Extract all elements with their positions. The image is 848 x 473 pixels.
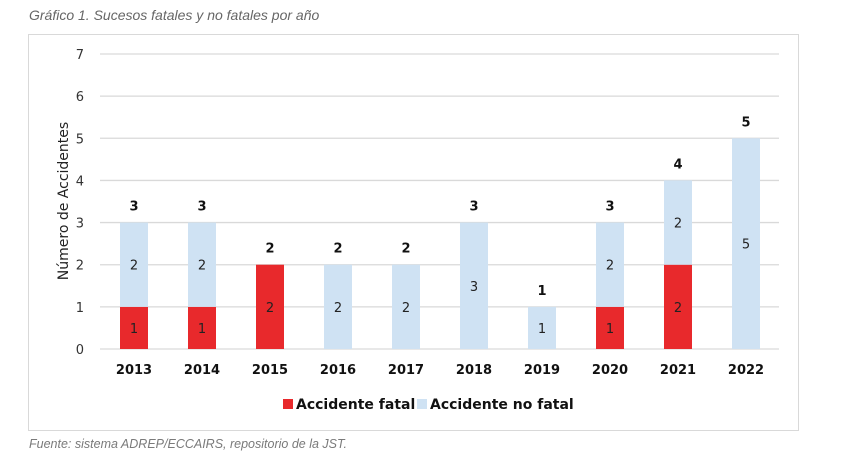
segment-label: 1 [130,322,138,337]
x-tick-label: 2014 [184,363,220,378]
total-label: 3 [197,200,206,215]
bar-group-2020: 1 2 3 [596,200,624,349]
legend: Accidente fatal Accidente no fatal [283,397,574,413]
bar-group-2015: 22 [256,242,284,349]
segment-label: 3 [470,280,478,295]
total-label: 3 [605,200,614,215]
bar-fatal-2021 [664,264,692,349]
segment-label: 5 [742,238,750,253]
x-tick-label: 2021 [660,363,696,378]
bar-non-fatal-2019 [528,306,556,349]
x-tick-label: 2015 [252,363,288,378]
total-label: 3 [469,200,478,215]
x-tick-label: 2018 [456,363,492,378]
bar-group-2021: 2 2 4 [664,157,692,349]
bar-group-2014: 1 2 3 [188,200,216,349]
segment-label: 2 [674,217,682,232]
x-tick-label: 2016 [320,363,356,378]
bar-group-2018: 33 [460,200,488,349]
bar-non-fatal-2017 [392,264,420,349]
total-label: 2 [265,242,274,257]
total-label: 3 [129,200,138,215]
bar-non-fatal-2016 [324,264,352,349]
total-label: 4 [673,157,682,172]
bar-fatal-2013 [120,306,148,349]
bar-group-2017: 22 [392,242,420,349]
segment-label: 2 [674,301,682,316]
x-tick-label: 2022 [728,363,764,378]
y-tick-label: 3 [76,217,84,232]
x-tick-label: 2020 [592,363,628,378]
y-tick-label: 6 [76,90,84,105]
bar-non-fatal-2014 [188,222,216,307]
bar-fatal-2020 [596,306,624,349]
x-tick-label: 2017 [388,363,424,378]
source-note: Fuente: sistema ADREP/ECCAIRS, repositor… [29,437,347,451]
y-axis-label: Número de Accidentes [56,122,72,280]
segment-label: 2 [266,301,274,316]
bar-fatal-2015 [256,264,284,349]
bar-group-2013: 1 2 3 [120,200,148,349]
legend-swatch-non-fatal [417,399,427,409]
x-tick-label: 2019 [524,363,560,378]
bar-group-2016: 22 [324,242,352,349]
y-tick-label: 5 [76,132,84,147]
total-label: 1 [537,284,546,299]
total-label: 2 [333,242,342,257]
bar-non-fatal-2018 [460,222,488,349]
chart-frame [28,34,799,431]
figure-caption: Gráfico 1. Sucesos fatales y no fatales … [29,7,320,23]
total-label: 5 [741,115,750,130]
y-tick-label: 1 [76,301,84,316]
legend-label: Accidente fatal [296,397,415,413]
segment-label: 2 [606,259,614,274]
y-tick-label: 0 [76,343,84,358]
segment-label: 2 [402,301,410,316]
y-tick-label: 4 [76,174,84,189]
bar-non-fatal-2020 [596,222,624,307]
segment-label: 1 [198,322,206,337]
y-tick-label: 2 [76,259,84,274]
segment-label: 2 [130,259,138,274]
segment-label: 2 [198,259,206,274]
bar-non-fatal-2021 [664,180,692,265]
bar-non-fatal-2022 [732,138,760,349]
legend-label: Accidente no fatal [430,397,574,413]
total-label: 2 [401,242,410,257]
x-axis-ticks: 2013 2014 2015 2016 2017 2018 2019 2020 2021 2022 [116,363,764,378]
legend-swatch-fatal [283,399,293,409]
segment-label: 2 [334,301,342,316]
y-tick-label: 7 [76,48,84,63]
y-axis-ticks: 0 1 2 3 4 5 6 7 [76,48,84,358]
bar-group-2022: 55 [732,115,760,349]
segment-label: 1 [538,322,546,337]
x-tick-label: 2013 [116,363,152,378]
segment-label: 1 [606,322,614,337]
bar-group-2019: 11 [528,284,556,349]
bar-non-fatal-2013 [120,222,148,307]
bar-fatal-2014 [188,306,216,349]
